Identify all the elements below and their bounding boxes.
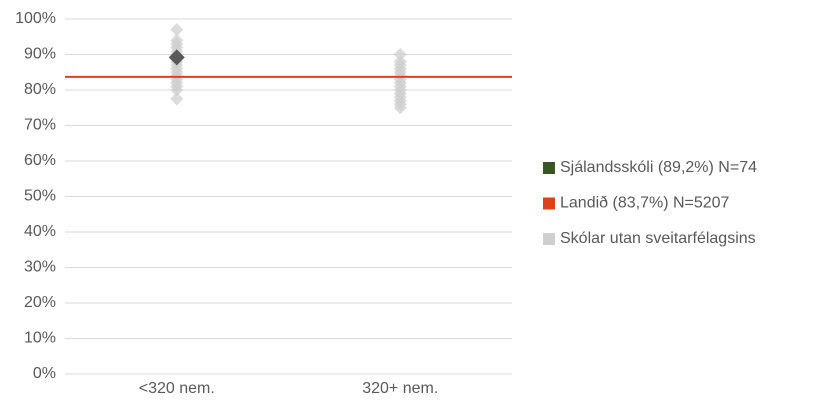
legend-label: Skólar utan sveitarfélagsins — [560, 230, 756, 247]
point — [393, 101, 407, 115]
point — [170, 92, 184, 106]
y-tick-label: 20% — [24, 294, 56, 311]
y-tick-label: 30% — [24, 259, 56, 276]
point — [170, 23, 184, 37]
y-tick-label: 70% — [24, 117, 56, 134]
legend-swatch — [543, 197, 555, 210]
y-tick-label: 90% — [24, 46, 56, 63]
legend-swatch — [543, 233, 555, 245]
legend-label: Sjálandsskóli (89,2%) N=74 — [560, 159, 757, 176]
y-tick-label: 50% — [24, 188, 56, 205]
point — [170, 83, 184, 97]
x-tick-label: <320 nem. — [139, 380, 215, 397]
y-tick-label: 0% — [33, 365, 56, 382]
x-tick-label: 320+ nem. — [362, 380, 438, 397]
y-tick-label: 100% — [15, 10, 56, 27]
legend-swatch — [543, 162, 555, 174]
y-tick-label: 40% — [24, 223, 56, 240]
point — [168, 49, 185, 66]
legend-label: Landið (83,7%) N=5207 — [560, 195, 730, 212]
y-tick-label: 10% — [24, 330, 56, 347]
y-tick-label: 60% — [24, 152, 56, 169]
y-tick-label: 80% — [24, 81, 56, 98]
point — [393, 48, 407, 61]
